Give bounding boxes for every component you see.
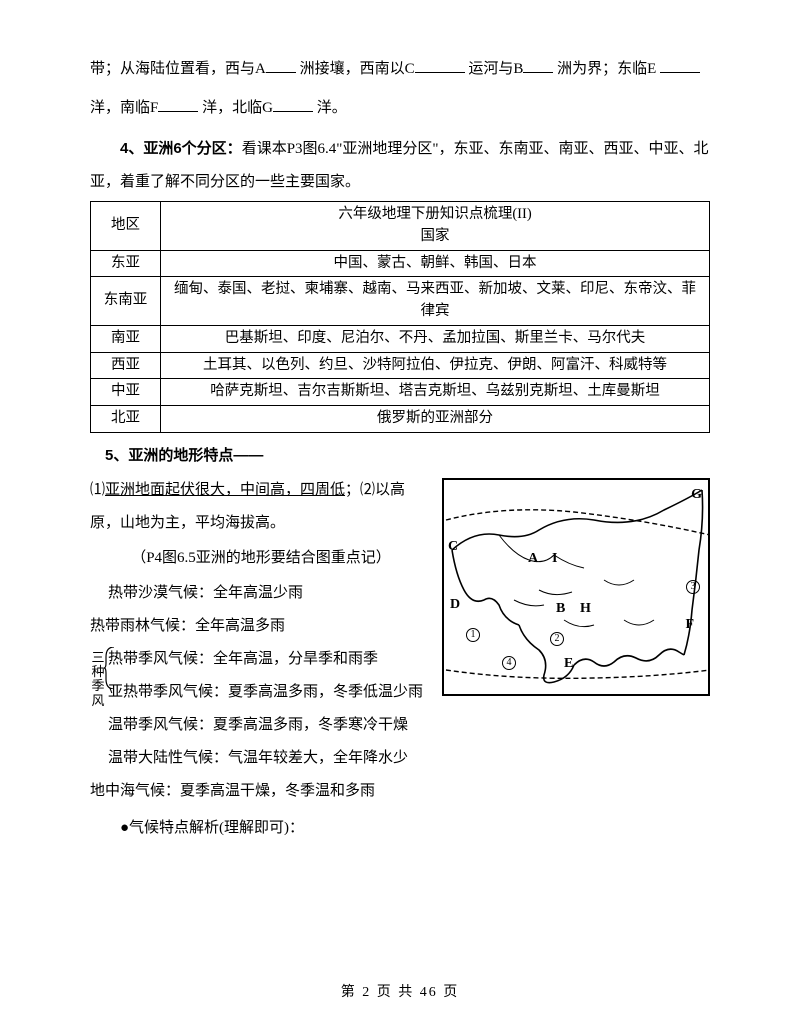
- text: 带；从海陆位置看，西与A: [90, 61, 266, 77]
- region-cell: 东南亚: [91, 277, 161, 326]
- map-label-C: C: [448, 536, 458, 558]
- text: 运河与B: [468, 61, 523, 77]
- countries-cell: 俄罗斯的亚洲部分: [161, 406, 710, 433]
- table-header-left: 地区: [91, 202, 161, 251]
- text: 洲为界；东临E: [557, 61, 656, 77]
- num: ⑴: [90, 482, 105, 498]
- climate-continental: 温带大陆性气候：气温年较差大，全年降水少: [108, 742, 710, 775]
- countries-cell: 巴基斯坦、印度、尼泊尔、不丹、孟加拉国、斯里兰卡、马尔代夫: [161, 325, 710, 352]
- table-header-right: 六年级地理下册知识点梳理(II) 国家: [161, 202, 710, 251]
- table-row: 北亚俄罗斯的亚洲部分: [91, 406, 710, 433]
- region-cell: 北亚: [91, 406, 161, 433]
- table-row: 东亚中国、蒙古、朝鲜、韩国、日本: [91, 250, 710, 277]
- bullet-analysis: ●气候特点解析(理解即可)：: [90, 812, 710, 845]
- table-row: 中亚哈萨克斯坦、吉尔吉斯斯坦、塔吉克斯坦、乌兹别克斯坦、土库曼斯坦: [91, 379, 710, 406]
- text: 洋。: [317, 100, 347, 116]
- text: 热带季风气候：全年高温，分旱季和雨季: [108, 651, 378, 667]
- page-footer: 第 2 页 共 46 页: [0, 982, 800, 1004]
- blank-A: [266, 58, 296, 73]
- region-cell: 西亚: [91, 352, 161, 379]
- underlined-text: 亚洲地面起伏很大，中间高，四周低: [105, 482, 345, 498]
- map-circle-3: 3: [686, 580, 700, 594]
- map-circle-1: 1: [466, 628, 480, 642]
- table-row: 南亚巴基斯坦、印度、尼泊尔、不丹、孟加拉国、斯里兰卡、马尔代夫: [91, 325, 710, 352]
- section-5-body: G C D A I B H F E 1 2 3 4 ⑴亚洲地面起伏很大，中间高，…: [90, 474, 710, 847]
- countries-cell: 中国、蒙古、朝鲜、韩国、日本: [161, 250, 710, 277]
- map-label-B: B: [556, 598, 565, 620]
- map-label-I: I: [552, 548, 557, 570]
- blank-E: [660, 58, 700, 73]
- table-header-row: 地区 六年级地理下册知识点梳理(II) 国家: [91, 202, 710, 251]
- blank-C: [415, 58, 465, 73]
- table-row: 东南亚缅甸、泰国、老挝、柬埔寨、越南、马来西亚、新加坡、文莱、印尼、东帝汶、菲律…: [91, 277, 710, 326]
- bracket-icon: [104, 647, 116, 689]
- map-label-A: A: [528, 548, 538, 570]
- climate-tropical-monsoon: 三种季风 热带季风气候：全年高温，分旱季和雨季: [108, 643, 710, 676]
- table-row: 西亚土耳其、以色列、约旦、沙特阿拉伯、伊拉克、伊朗、阿富汗、科威特等: [91, 352, 710, 379]
- blank-B: [523, 58, 553, 73]
- regions-table: 地区 六年级地理下册知识点梳理(II) 国家 东亚中国、蒙古、朝鲜、韩国、日本 …: [90, 201, 710, 433]
- region-cell: 南亚: [91, 325, 161, 352]
- countries-cell: 缅甸、泰国、老挝、柬埔寨、越南、马来西亚、新加坡、文莱、印尼、东帝汶、菲律宾: [161, 277, 710, 326]
- section-4: 4、亚洲6个分区：看课本P3图6.4"亚洲地理分区"，东亚、东南亚、南亚、西亚、…: [90, 132, 710, 199]
- blank-F: [158, 97, 198, 112]
- header-bottom: 国家: [167, 226, 703, 248]
- text: 洋，北临G: [202, 100, 273, 116]
- section-5-heading: 5、亚洲的地形特点——: [90, 439, 710, 472]
- region-cell: 东亚: [91, 250, 161, 277]
- header-top: 六年级地理下册知识点梳理(II): [167, 204, 703, 226]
- map-label-F: F: [685, 614, 694, 636]
- section-4-heading: 4、亚洲6个分区：: [120, 140, 242, 157]
- text: 洋，南临F: [90, 100, 158, 116]
- blank-G: [273, 97, 313, 112]
- paragraph-fill-blank: 带；从海陆位置看，西与A 洲接壤，西南以C 运河与B 洲为界；东临E 洋，南临F…: [90, 50, 710, 128]
- climate-mediterranean: 地中海气候：夏季高温干燥，冬季温和多雨: [90, 775, 710, 808]
- region-cell: 中亚: [91, 379, 161, 406]
- countries-cell: 哈萨克斯坦、吉尔吉斯斯坦、塔吉克斯坦、乌兹别克斯坦、土库曼斯坦: [161, 379, 710, 406]
- map-label-G: G: [691, 484, 702, 506]
- countries-cell: 土耳其、以色列、约旦、沙特阿拉伯、伊拉克、伊朗、阿富汗、科威特等: [161, 352, 710, 379]
- climate-temperate-monsoon: 温带季风气候：夏季高温多雨，冬季寒冷干燥: [108, 709, 710, 742]
- map-label-D: D: [450, 594, 460, 616]
- map-label-H: H: [580, 598, 591, 620]
- text: 洲接壤，西南以C: [300, 61, 415, 77]
